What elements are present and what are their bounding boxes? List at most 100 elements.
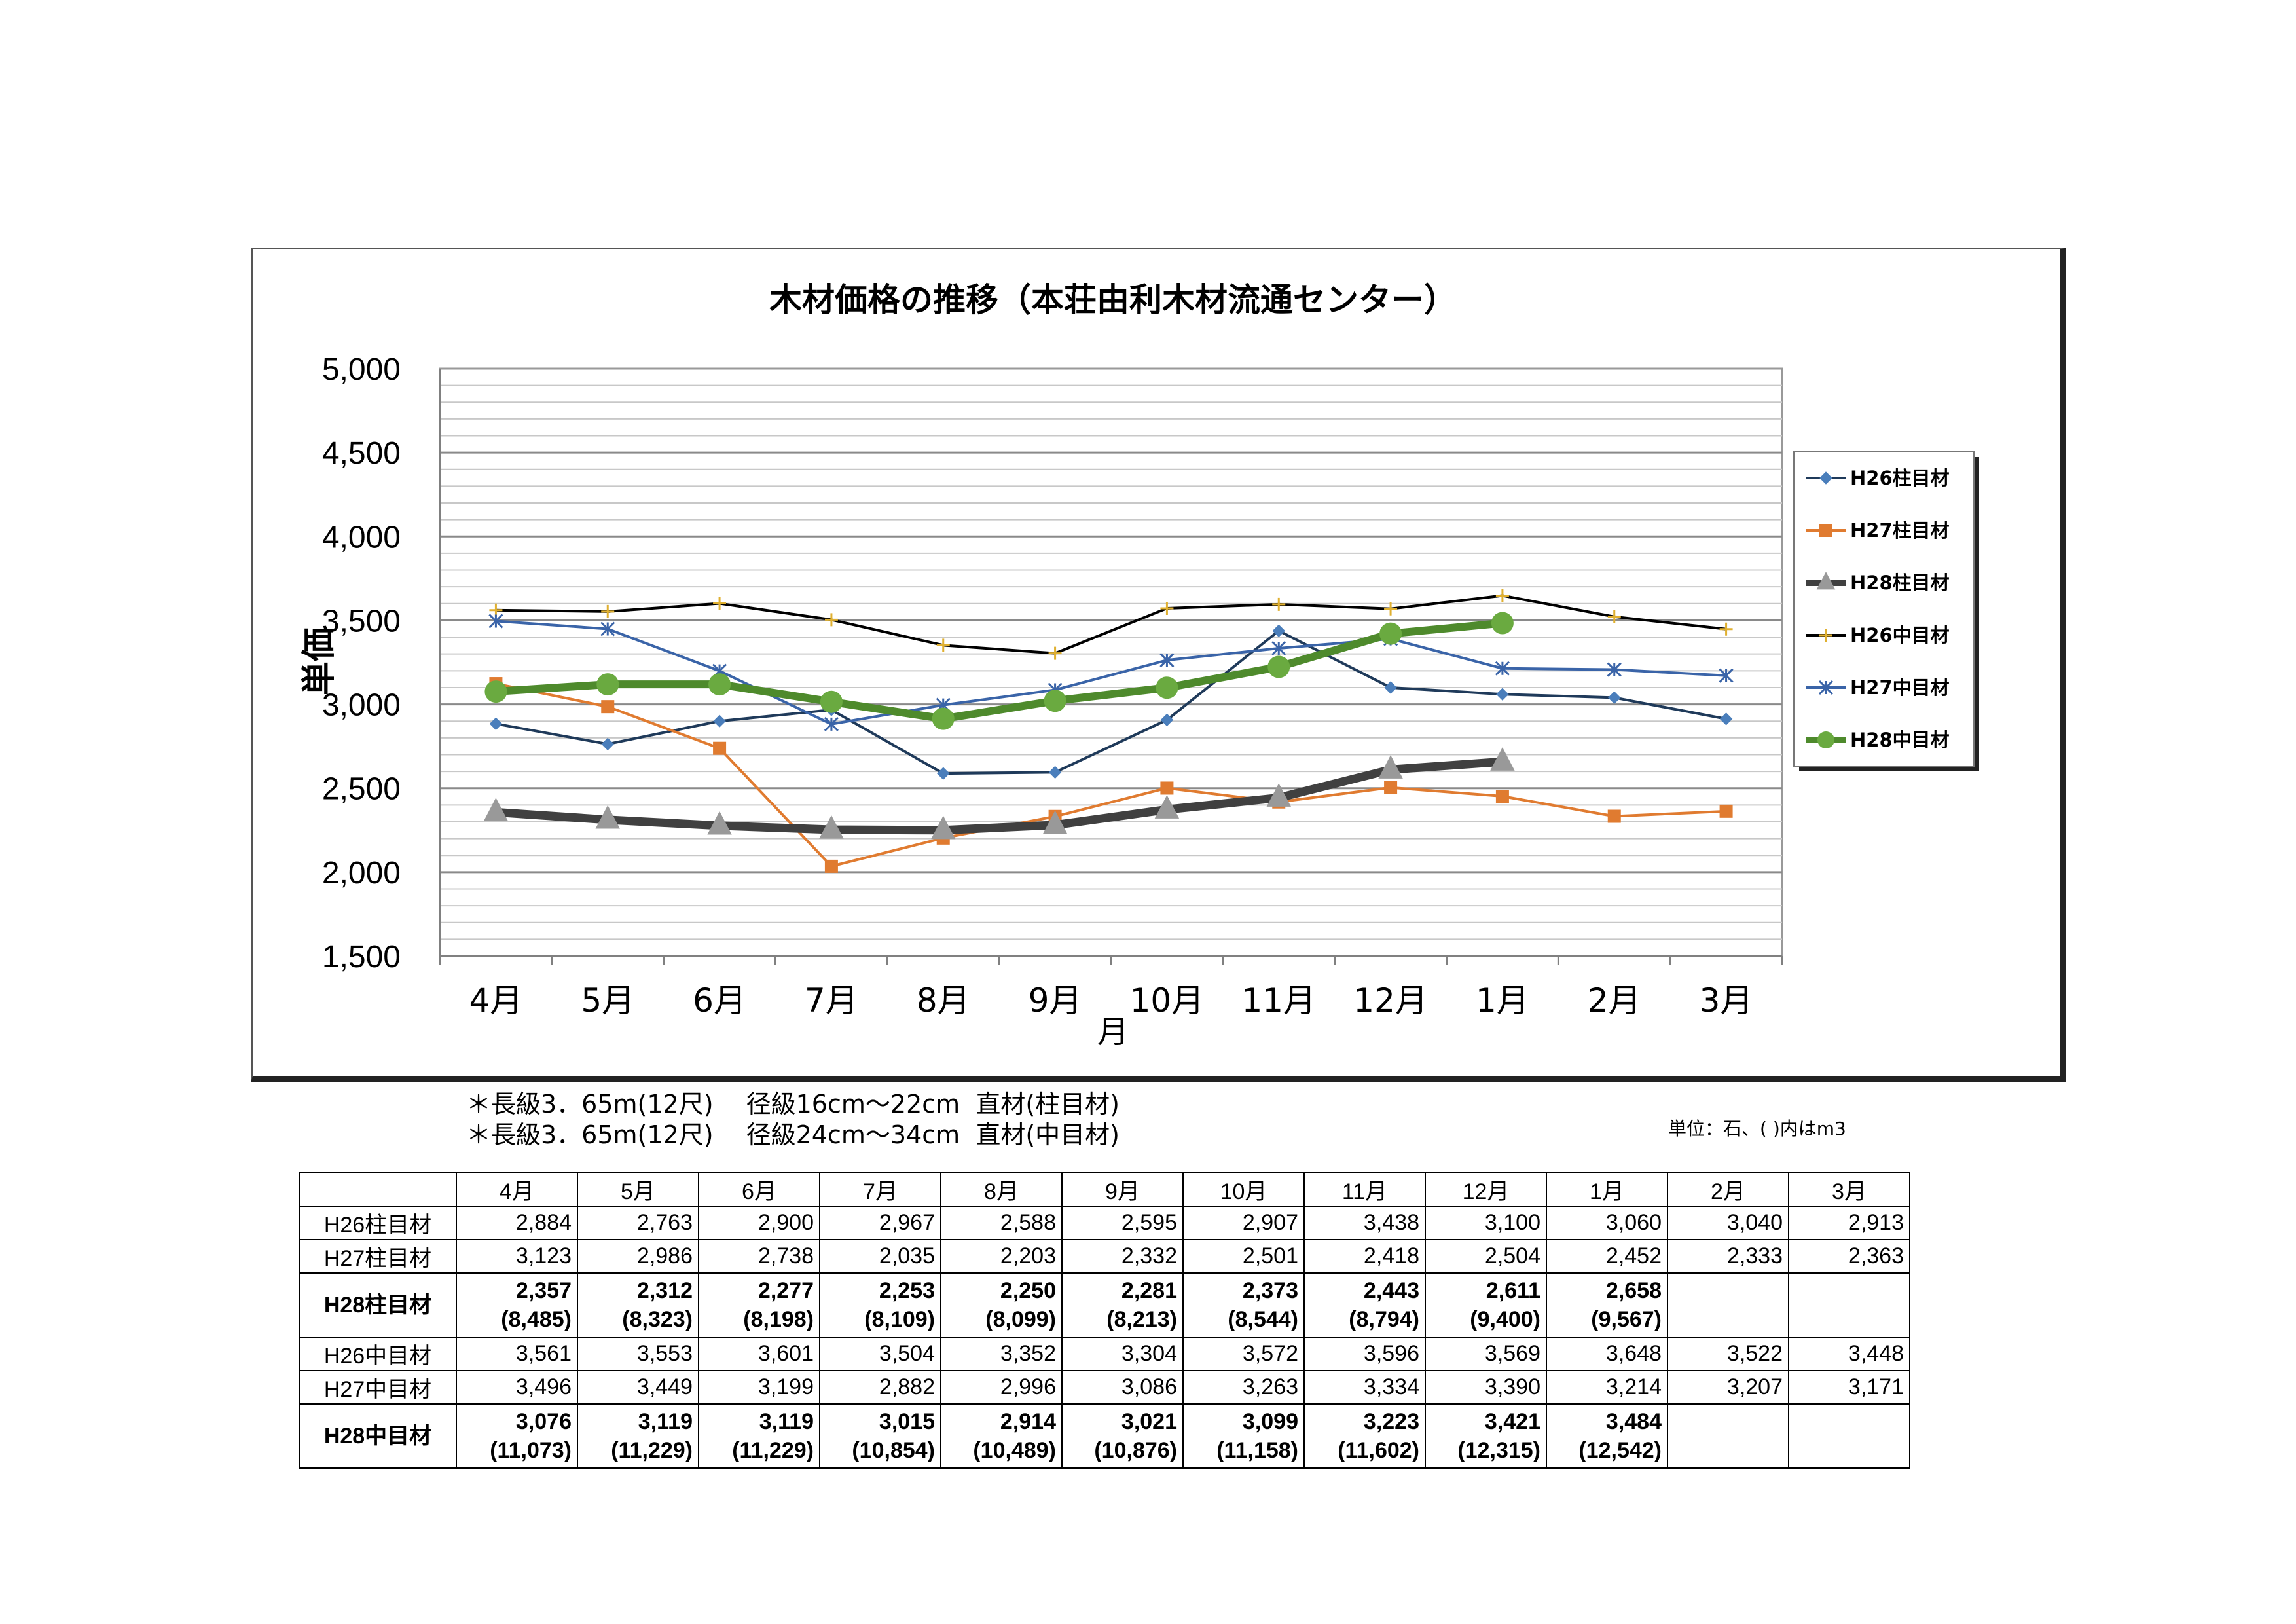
- table-cell: 3,214: [1546, 1370, 1668, 1405]
- table-row: H28柱目材 2,357 (8,485) 2,312 (8,323) 2,277 (8,19…: [299, 1272, 1910, 1338]
- table-cell: 2,312 (8,323): [577, 1272, 699, 1338]
- data-point: [484, 680, 507, 703]
- data-point: [1160, 781, 1174, 795]
- table-cell: 3,596: [1303, 1337, 1426, 1371]
- x-tick-label: 5月: [581, 982, 634, 1020]
- data-point: [1267, 655, 1290, 678]
- x-tick-label: 1月: [1476, 982, 1529, 1020]
- table-cell: 3,119 (11,229): [577, 1403, 699, 1469]
- data-point: [713, 741, 727, 755]
- table-cell: 3,040: [1667, 1206, 1789, 1240]
- table-cell: 2,277 (8,198): [698, 1272, 820, 1338]
- table-row: H27中目材 3,496 3,449 3,199 2,882 2,996 3,086 3,26…: [299, 1370, 1910, 1405]
- note-line-1: ＊長級3．65m(12尺) 径級16cm～22cm 直材(柱目材): [466, 1090, 1120, 1118]
- data-point: [601, 604, 615, 618]
- table-cell: 3,522: [1667, 1337, 1789, 1371]
- x-tick-label: 3月: [1700, 982, 1753, 1020]
- legend-marker: [1816, 572, 1836, 590]
- table-cell: [1667, 1272, 1789, 1338]
- table-cell: 2,738: [698, 1239, 820, 1274]
- table-cell: 3,123: [456, 1239, 578, 1274]
- series-line: [495, 757, 1503, 835]
- table-cell: 3,421 (12,315): [1425, 1403, 1547, 1469]
- table-cell: 2,986: [577, 1239, 699, 1274]
- data-point: [707, 811, 732, 835]
- table-cell: 2,452: [1546, 1239, 1668, 1274]
- legend-label: H26中目材: [1850, 624, 1950, 646]
- table-cell: 3,553: [577, 1337, 699, 1371]
- series-line: [496, 619, 1503, 723]
- x-tick-label: 7月: [805, 982, 858, 1020]
- table-cell: 3,569: [1425, 1337, 1547, 1371]
- table-cell: 2,763: [577, 1206, 699, 1240]
- table-cell: 3,076 (11,073): [456, 1403, 578, 1469]
- table-row-label: H28中目材: [299, 1403, 457, 1469]
- data-point: [1495, 661, 1510, 676]
- data-point: [1607, 610, 1621, 623]
- legend-marker: [1817, 731, 1834, 748]
- table-cell: 3,207: [1667, 1370, 1789, 1405]
- table-row: H26中目材 3,561 3,553 3,601 3,504 3,352 3,304 3,57…: [299, 1337, 1910, 1371]
- table-cell: 2,250 (8,099): [940, 1272, 1063, 1338]
- table-cell: 2,253 (8,109): [819, 1272, 941, 1338]
- data-point: [819, 815, 844, 839]
- table-cell: 3,263: [1182, 1370, 1305, 1405]
- price-chart: 木材価格の推移（本荘由利木材流通センター） 1,500 2,000 2,500 3,00…: [300, 281, 1979, 1050]
- table-row: H26柱目材 2,884 2,763 2,900 2,967 2,588 2,595 2,90…: [299, 1206, 1910, 1240]
- table-cell: 2,333: [1667, 1239, 1789, 1274]
- table-cell: 2,332: [1061, 1239, 1184, 1274]
- data-point: [1160, 601, 1174, 615]
- table-cell: 2,588: [940, 1206, 1063, 1240]
- y-tick-label: 2,000: [322, 856, 401, 891]
- data-point: [1491, 612, 1514, 635]
- data-point: [1160, 713, 1174, 727]
- data-point: [1159, 653, 1175, 668]
- table-row-label: H26中目材: [299, 1337, 457, 1371]
- table-header-month: 2月: [1667, 1172, 1789, 1207]
- data-point: [713, 597, 727, 610]
- data-point: [824, 716, 839, 731]
- table-cell: 3,438: [1303, 1206, 1426, 1240]
- table-cell: 2,913: [1788, 1206, 1910, 1240]
- table-cell: 2,281 (8,213): [1061, 1272, 1184, 1338]
- y-tick-label: 4,000: [322, 520, 401, 555]
- series-line: [496, 619, 1726, 726]
- table-cell: 3,199: [698, 1370, 820, 1405]
- y-tick-label: 4,500: [322, 436, 401, 471]
- table-cell: 2,357 (8,485): [456, 1272, 578, 1338]
- series-line: [496, 682, 1726, 868]
- data-point: [1378, 755, 1403, 779]
- table-cell: 2,363: [1788, 1239, 1910, 1274]
- x-tick-label: 6月: [693, 982, 746, 1020]
- table-cell: 2,373 (8,544): [1182, 1272, 1305, 1338]
- table-cell: 3,390: [1425, 1370, 1547, 1405]
- x-tick-label: 12月: [1353, 982, 1428, 1020]
- data-point: [1271, 640, 1286, 656]
- table-cell: 3,060: [1546, 1206, 1668, 1240]
- table-cell: 3,484 (12,542): [1546, 1403, 1668, 1469]
- table-row-label: H27柱目材: [299, 1239, 457, 1274]
- x-tick-label: 9月: [1029, 982, 1082, 1020]
- table-cell: 3,171: [1788, 1370, 1910, 1405]
- table-cell: 3,099 (11,158): [1182, 1403, 1305, 1469]
- data-point: [1607, 809, 1621, 823]
- data-point: [1384, 602, 1398, 616]
- data-point: [1048, 766, 1062, 779]
- y-tick-label: 5,000: [322, 352, 401, 387]
- table-header-month: 10月: [1182, 1172, 1305, 1207]
- table-cell: [1788, 1272, 1910, 1338]
- y-tick-label: 3,000: [322, 688, 401, 723]
- table-cell: 2,443 (8,794): [1303, 1272, 1426, 1338]
- table-cell: 3,223 (11,602): [1303, 1403, 1426, 1469]
- table-row: H27柱目材 3,123 2,986 2,738 2,035 2,203 2,332 2,50…: [299, 1239, 1910, 1274]
- y-tick-label: 2,500: [322, 772, 401, 807]
- unit-note: 単位：石、( )内はm3: [1668, 1118, 1846, 1139]
- data-point: [601, 700, 615, 714]
- data-point: [1042, 810, 1068, 834]
- table-cell: 2,882: [819, 1370, 941, 1405]
- table-cell: 3,119 (11,229): [698, 1403, 820, 1469]
- data-point: [1044, 690, 1066, 712]
- chart-title: 木材価格の推移（本荘由利木材流通センター）: [769, 281, 1457, 319]
- series-line: [496, 629, 1726, 775]
- table-cell: [1788, 1403, 1910, 1469]
